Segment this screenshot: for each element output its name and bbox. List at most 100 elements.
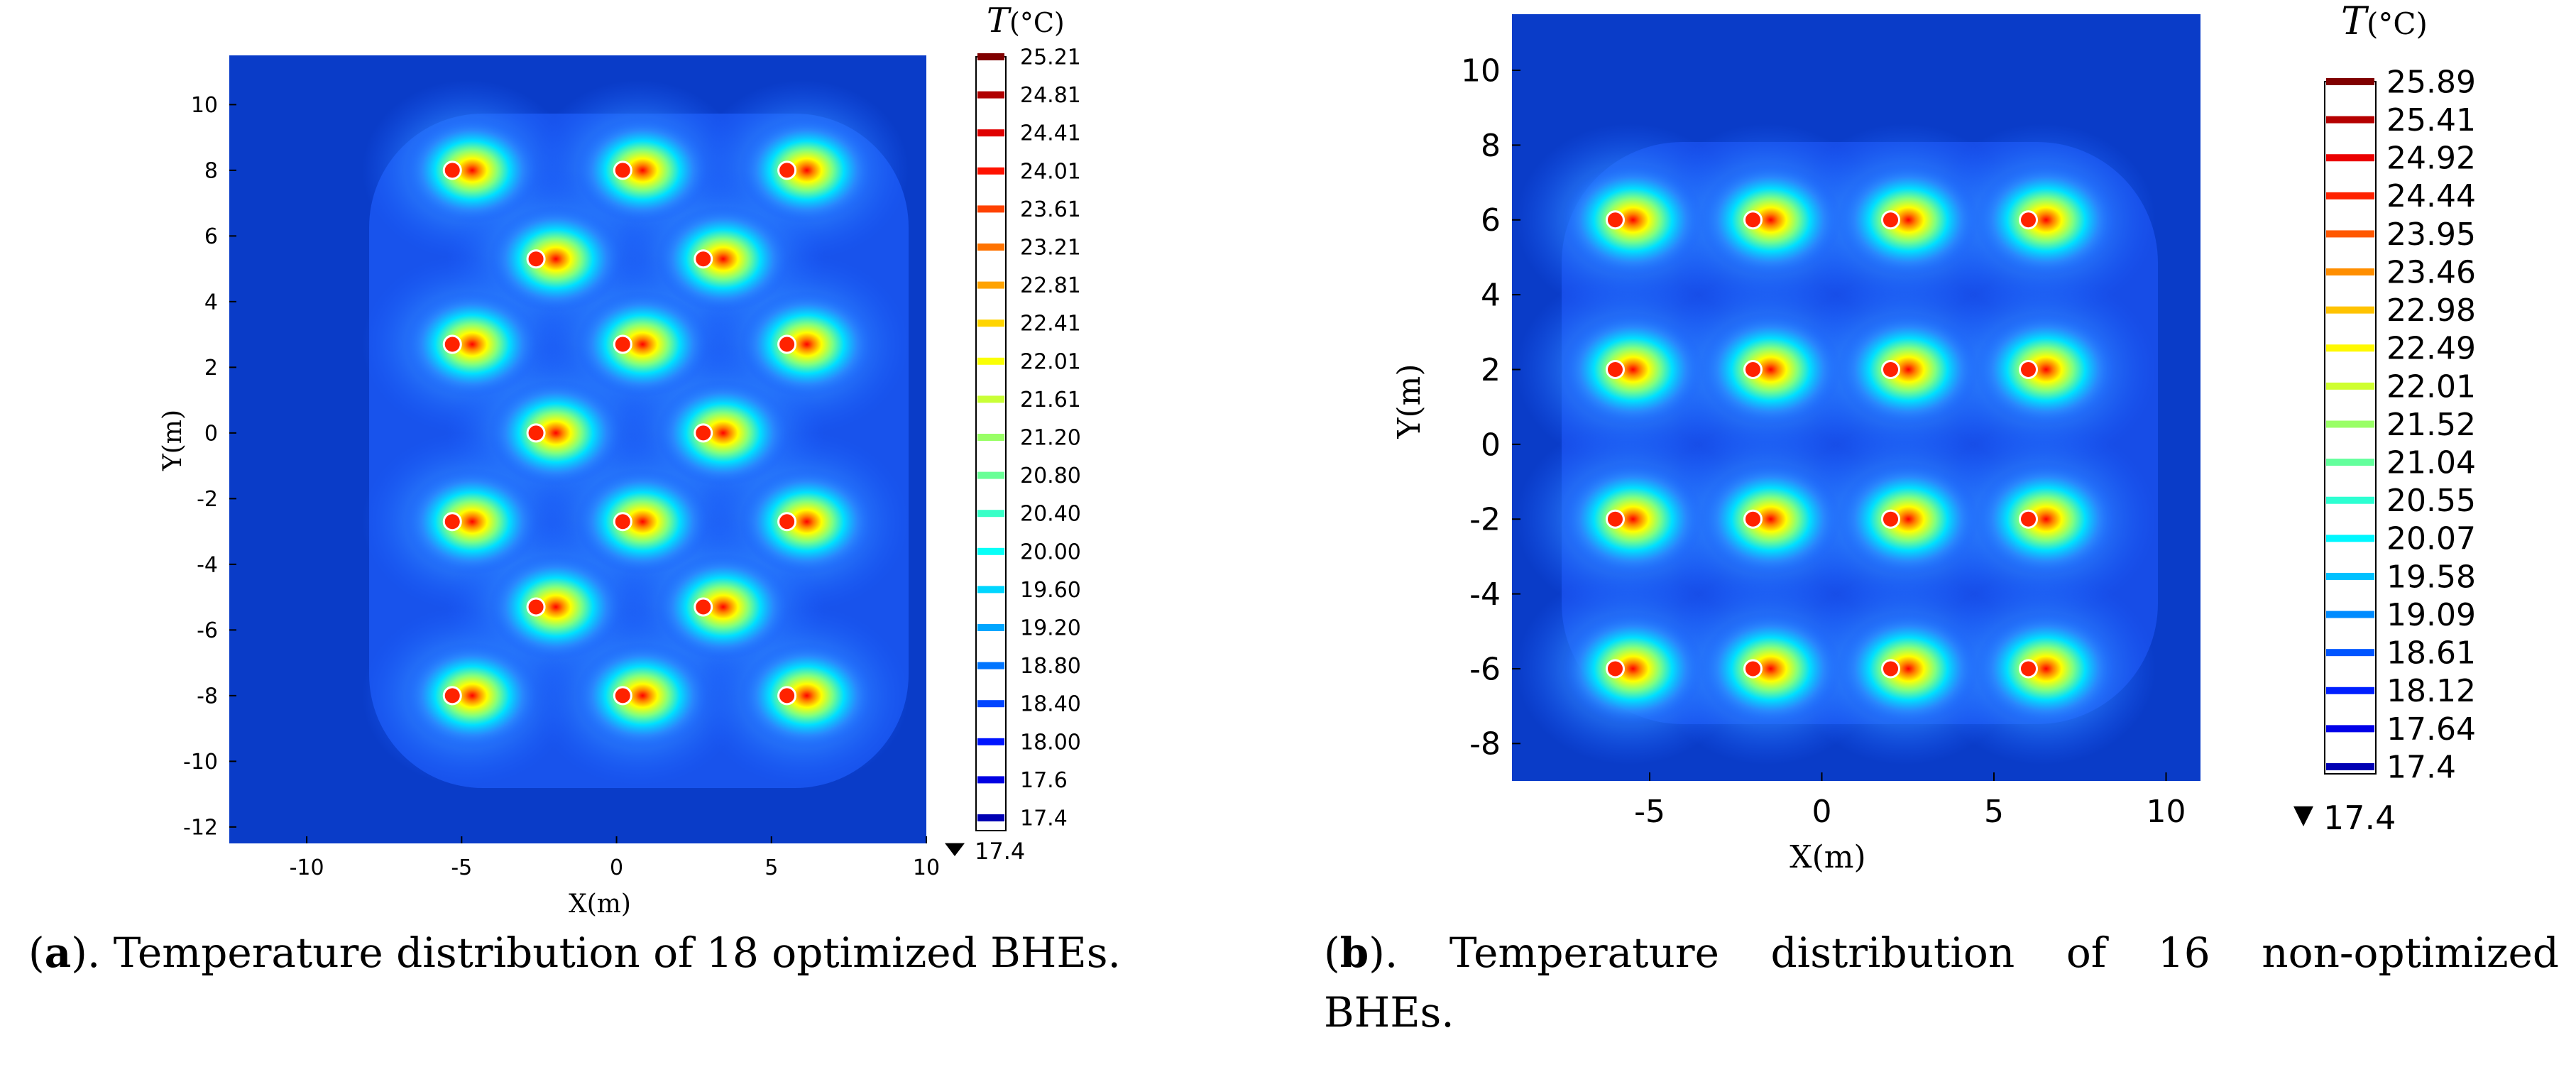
panel-b-colorbar-swatch (2326, 78, 2374, 85)
panel-a-colorbar-swatch (977, 586, 1004, 594)
panel-a-colorbar-label: 22.81 (1020, 273, 1081, 298)
panel-a-xtick-label: 5 (764, 855, 778, 880)
panel-a: -10 -5 0 5 10 10 8 6 4 2 0 -2 -4 -6 -8 -10 -12 X(m) Y(m)… (158, 1, 1081, 919)
panel-a-axes: -10 -5 0 5 10 10 8 6 4 2 0 -2 -4 -6 -8 -10 -12 (183, 93, 940, 880)
panel-a-colorbar-swatch (977, 471, 1004, 479)
panel-a-bhe-plume (575, 291, 711, 398)
panel-b-colorbar-label: 22.01 (2386, 368, 2476, 405)
panel-b-colorbar-label: 18.61 (2386, 635, 2476, 672)
panel-a-colorbar-swatch (977, 357, 1004, 365)
panel-b-xtick-label: -5 (1634, 794, 1665, 830)
panel-a-colorbar-label: 19.60 (1020, 578, 1081, 603)
panel-a-bhe-point (613, 160, 632, 180)
panel-b-colorbar-swatch (2326, 154, 2374, 162)
panel-b-bhe-point (1606, 509, 1625, 529)
panel-a-bhe-plume (488, 379, 624, 486)
panel-a-colorbar-label: 20.00 (1020, 540, 1081, 564)
panel-b-bhe-point (2019, 210, 2038, 230)
panel-a-colorbar-label: 22.41 (1020, 312, 1081, 337)
panel-a-ytick-label: 2 (204, 356, 218, 381)
panel-b-ytick-label: 4 (1481, 278, 1501, 314)
panel-a-colorbar-label: 17.4 (1020, 806, 1068, 831)
panel-b-xtick-label: 10 (2147, 794, 2186, 830)
panel-a-colorbar-swatch (977, 129, 1004, 137)
panel-a-bhe-plume (405, 291, 540, 398)
panel-b-ytick-label: 0 (1481, 427, 1501, 463)
panel-b-colorbar-label: 17.64 (2386, 711, 2476, 748)
panel-a-bhe-plume (575, 116, 711, 224)
panel-b-colorbar-swatch (2326, 344, 2374, 352)
panel-b-field (1516, 123, 2158, 765)
panel-b-colorbar-swatch (2326, 382, 2374, 390)
panel-b-bhe-point (1606, 359, 1625, 379)
panel-a-bhe-plume (655, 379, 791, 486)
panel-a-xtick-label: -5 (451, 855, 472, 880)
caption-b-label: b (1339, 929, 1369, 977)
panel-b-colorbar-label: 22.49 (2386, 331, 2476, 367)
panel-a-colorbar-swatch (977, 814, 1004, 821)
panel-a-xlabel: X(m) (569, 890, 631, 919)
panel-a-colorbar-swatch (977, 53, 1004, 60)
panel-a-ytick-label: -2 (197, 487, 218, 512)
panel-a-ytick-label: -10 (183, 750, 218, 775)
panel-b-colorbar-swatch (2326, 687, 2374, 694)
panel-b-colorbar-swatch (2326, 649, 2374, 657)
panel-a-bhe-plume (739, 291, 875, 398)
panel-b-bhe-plume (1975, 462, 2117, 576)
panel-b-bhe-plume (1975, 163, 2117, 277)
panel-a-colorbar-label: 18.00 (1020, 730, 1081, 755)
panel-b-xlabel: X(m) (1790, 839, 1865, 875)
panel-b-bhe-plume (1699, 312, 1842, 427)
panel-b-colorbar-swatch (2326, 611, 2374, 618)
panel-b-bhe-plume (1562, 462, 1704, 576)
panel-b-bhe-point (1743, 659, 1763, 679)
panel-a-ytick-label: 10 (191, 93, 218, 118)
panel-b-colorbar-label: 18.12 (2386, 673, 2476, 709)
panel-b-bhe-point (1743, 359, 1763, 379)
panel-a-bhe-point (777, 512, 797, 532)
panel-b-bhe-point (1881, 210, 1900, 230)
panel-a-colorbar-label: 22.01 (1020, 349, 1081, 374)
panel-a-ylabel: Y(m) (158, 410, 187, 471)
panel-b-bhe-plume (1975, 312, 2117, 427)
panel-b: -5 0 5 10 10 8 6 4 2 0 -2 -4 -6 -8 X(m) Y(m) T(°C) 25… (1391, 0, 2476, 875)
panel-a-colorbar-label: 21.61 (1020, 388, 1081, 412)
panel-b-colorbar-swatch (2326, 420, 2374, 428)
panel-a-colorbar-label: 23.61 (1020, 197, 1081, 222)
panel-b-bhe-plume (1837, 163, 1980, 277)
panel-a-colorbar-swatch (977, 205, 1004, 213)
panel-a-bhe-plume (488, 554, 624, 660)
panel-a-field (361, 80, 909, 788)
caption-a: (a). Temperature distribution of 18 opti… (28, 929, 1121, 977)
panel-b-colorbar-swatch (2326, 496, 2374, 504)
panel-b-bhe-point (1606, 210, 1625, 230)
panel-b-colorbar-label: 17.4 (2386, 749, 2456, 785)
panel-a-bhe-plume (405, 642, 540, 749)
panel-a-colorbar-swatch (977, 776, 1004, 784)
panel-b-ytick-label: 2 (1481, 352, 1501, 388)
panel-b-bhe-point (2019, 659, 2038, 679)
panel-b-colorbar-label: 20.55 (2386, 483, 2476, 519)
panel-a-ytick-label: 8 (204, 158, 218, 183)
panel-a-plumes (405, 116, 875, 749)
panel-b-bhe-point (1606, 659, 1625, 679)
panel-a-bhe-plume (405, 116, 540, 224)
panel-b-ytick-label: 6 (1481, 202, 1501, 239)
panel-a-ytick-label: -8 (197, 684, 218, 709)
panel-b-colorbar: 25.8925.4124.9224.4423.9523.4622.9822.49… (2293, 64, 2476, 837)
panel-b-colorbar-swatch (2326, 306, 2374, 314)
panel-b-ytick-label: 8 (1481, 128, 1501, 164)
panel-a-xtick-label: 10 (913, 855, 940, 880)
panel-a-colorbar-label: 20.80 (1020, 464, 1081, 488)
panel-a-colorbar: 25.21 24.81 24.41 24.01 23.61 23.21 22.81 22.41… (945, 45, 1081, 865)
panel-b-colorbar-label: 25.41 (2386, 102, 2476, 138)
caption-a-label: a (44, 929, 72, 977)
caption-a-text: ). Temperature distribution of 18 optimi… (71, 929, 1121, 977)
panel-b-bhe-plume (1699, 611, 1842, 726)
panel-b-axes: -5 0 5 10 10 8 6 4 2 0 -2 -4 -6 -8 (1461, 53, 2186, 830)
panel-b-bhe-point (1881, 509, 1900, 529)
panel-b-bhe-point (1881, 659, 1900, 679)
panel-b-xtick-label: 0 (1812, 794, 1832, 830)
panel-a-colorbar-swatch (977, 510, 1004, 518)
